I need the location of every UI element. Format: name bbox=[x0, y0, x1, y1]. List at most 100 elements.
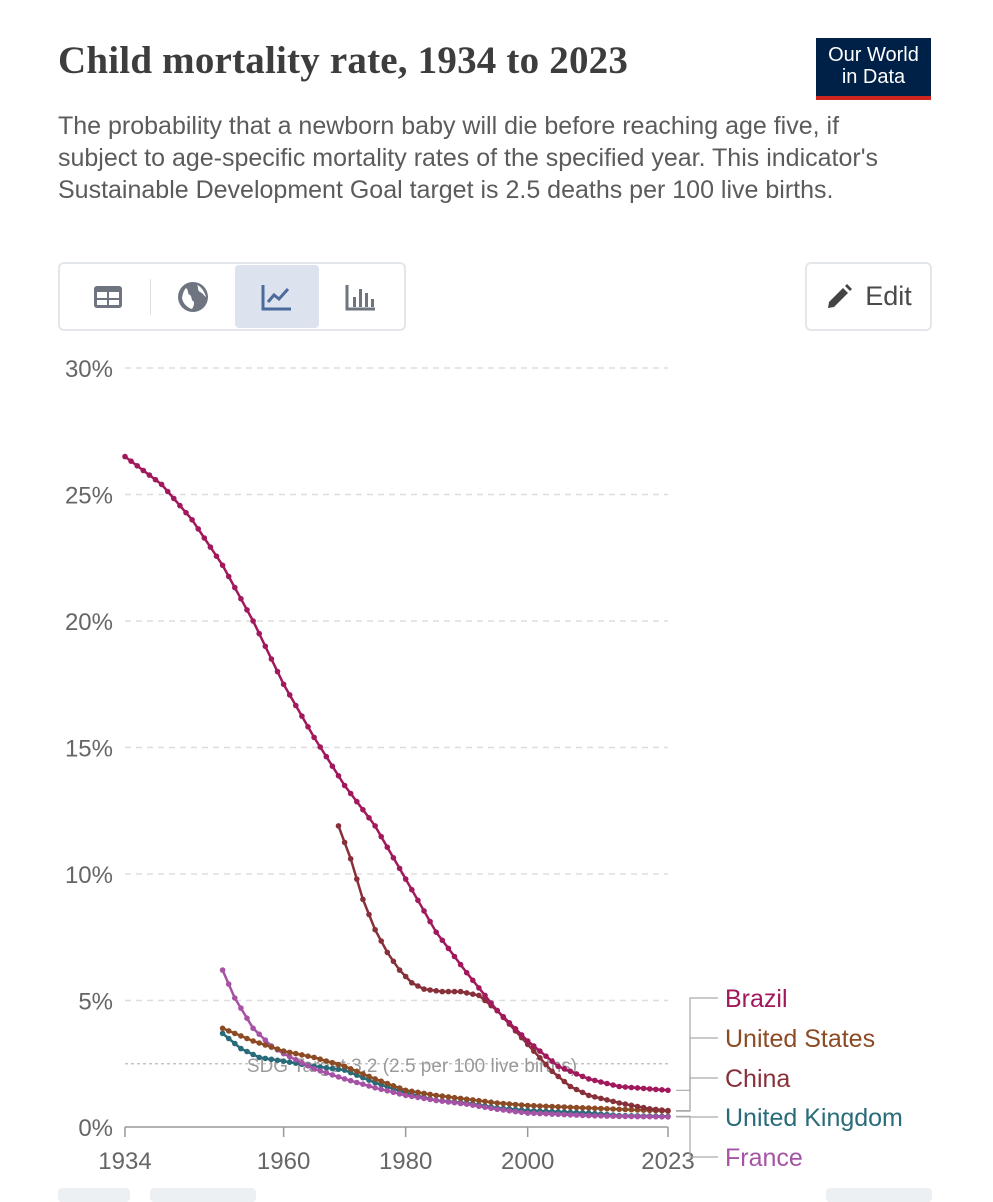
map-tab[interactable] bbox=[151, 265, 235, 328]
data-point-china bbox=[567, 1083, 574, 1090]
owid-logo[interactable]: Our World in Data bbox=[816, 38, 931, 100]
data-point-china bbox=[372, 926, 378, 933]
data-point-france bbox=[579, 1112, 586, 1119]
data-point-united-states bbox=[317, 1056, 324, 1062]
y-tick-label: 20% bbox=[65, 609, 113, 636]
data-point-brazil bbox=[311, 734, 317, 741]
data-point-brazil bbox=[409, 886, 415, 893]
data-point-united-states bbox=[305, 1053, 311, 1059]
data-point-china bbox=[561, 1078, 568, 1085]
data-point-france bbox=[427, 1096, 433, 1103]
data-point-brazil bbox=[262, 643, 269, 650]
data-point-brazil bbox=[225, 573, 232, 580]
data-point-china bbox=[604, 1097, 610, 1103]
data-point-china bbox=[433, 988, 440, 994]
data-point-france bbox=[610, 1113, 616, 1119]
data-point-china bbox=[592, 1094, 598, 1100]
data-point-brazil bbox=[305, 724, 311, 730]
data-point-france bbox=[555, 1111, 561, 1118]
data-point-brazil bbox=[451, 953, 458, 960]
data-point-france bbox=[470, 1102, 476, 1108]
data-point-france bbox=[256, 1031, 263, 1037]
data-point-brazil bbox=[549, 1058, 555, 1064]
data-point-brazil bbox=[524, 1038, 531, 1044]
data-point-united-kingdom bbox=[335, 1066, 342, 1073]
legend-connector bbox=[676, 1077, 718, 1112]
chart-tab[interactable] bbox=[235, 265, 319, 328]
data-point-united-states bbox=[256, 1040, 263, 1046]
data-point-united-states bbox=[585, 1105, 592, 1111]
data-point-united-states bbox=[427, 1091, 433, 1098]
data-point-france bbox=[238, 1005, 244, 1011]
data-point-brazil bbox=[512, 1026, 519, 1032]
data-point-france bbox=[341, 1076, 348, 1082]
y-tick-label: 30% bbox=[65, 356, 113, 383]
data-point-china bbox=[378, 938, 385, 944]
data-point-france bbox=[506, 1108, 513, 1114]
data-point-france bbox=[323, 1070, 330, 1076]
data-point-united-states bbox=[390, 1083, 397, 1089]
bar-tab[interactable] bbox=[319, 265, 403, 328]
series-line-brazil bbox=[124, 455, 669, 1092]
data-point-china bbox=[341, 839, 348, 846]
data-point-china bbox=[463, 990, 470, 996]
data-point-united-states bbox=[262, 1042, 269, 1048]
data-point-china bbox=[573, 1086, 580, 1093]
data-point-brazil bbox=[622, 1084, 629, 1090]
data-point-france bbox=[232, 995, 238, 1001]
data-point-brazil bbox=[128, 458, 134, 465]
table-tab[interactable] bbox=[66, 265, 150, 328]
data-point-brazil bbox=[207, 544, 214, 550]
data-point-brazil bbox=[500, 1013, 507, 1020]
data-point-brazil bbox=[537, 1048, 543, 1054]
x-tick-label: 2023 bbox=[641, 1148, 694, 1175]
data-point-united-kingdom bbox=[286, 1059, 293, 1065]
data-point-china bbox=[390, 958, 397, 965]
data-point-france bbox=[518, 1109, 525, 1116]
edit-button[interactable]: Edit bbox=[805, 262, 932, 331]
data-point-united-states bbox=[531, 1102, 537, 1109]
data-point-brazil bbox=[317, 744, 324, 750]
globe-icon bbox=[178, 281, 208, 312]
data-point-united-states bbox=[415, 1089, 421, 1096]
data-point-china bbox=[396, 967, 403, 973]
data-point-france bbox=[445, 1099, 452, 1105]
data-point-united-states bbox=[494, 1100, 501, 1106]
data-point-brazil bbox=[384, 844, 391, 850]
data-point-china bbox=[445, 988, 452, 995]
data-point-brazil bbox=[140, 467, 147, 474]
data-point-brazil bbox=[653, 1086, 659, 1093]
chart-subtitle: The probability that a newborn baby will… bbox=[58, 112, 878, 204]
data-point-united-states bbox=[268, 1044, 275, 1050]
data-point-france bbox=[317, 1068, 324, 1074]
data-point-brazil bbox=[195, 526, 201, 532]
data-point-france bbox=[421, 1095, 427, 1102]
data-point-brazil bbox=[543, 1053, 549, 1059]
data-point-brazil bbox=[616, 1083, 622, 1090]
data-point-united-states bbox=[378, 1078, 385, 1084]
data-point-france bbox=[628, 1113, 635, 1120]
data-point-united-states bbox=[506, 1101, 513, 1107]
data-point-brazil bbox=[164, 488, 171, 495]
data-point-china bbox=[427, 987, 433, 993]
data-point-brazil bbox=[561, 1066, 568, 1072]
data-point-brazil bbox=[293, 702, 299, 709]
y-tick-label: 0% bbox=[78, 1115, 113, 1142]
data-point-united-states bbox=[421, 1090, 427, 1097]
data-point-france bbox=[622, 1113, 629, 1120]
data-point-brazil bbox=[158, 481, 165, 488]
data-point-united-kingdom bbox=[262, 1055, 269, 1062]
data-point-france bbox=[476, 1103, 482, 1110]
data-point-brazil bbox=[360, 806, 366, 813]
data-point-china bbox=[579, 1089, 586, 1096]
data-point-france bbox=[439, 1098, 446, 1104]
data-point-france bbox=[500, 1107, 507, 1113]
data-point-brazil bbox=[134, 463, 140, 469]
data-point-china bbox=[366, 911, 372, 918]
data-point-france bbox=[531, 1110, 537, 1117]
edit-label: Edit bbox=[865, 281, 912, 311]
data-point-united-kingdom bbox=[238, 1045, 244, 1052]
data-point-china bbox=[543, 1061, 549, 1068]
legend-connector bbox=[676, 1116, 718, 1158]
data-point-united-states bbox=[555, 1104, 561, 1110]
